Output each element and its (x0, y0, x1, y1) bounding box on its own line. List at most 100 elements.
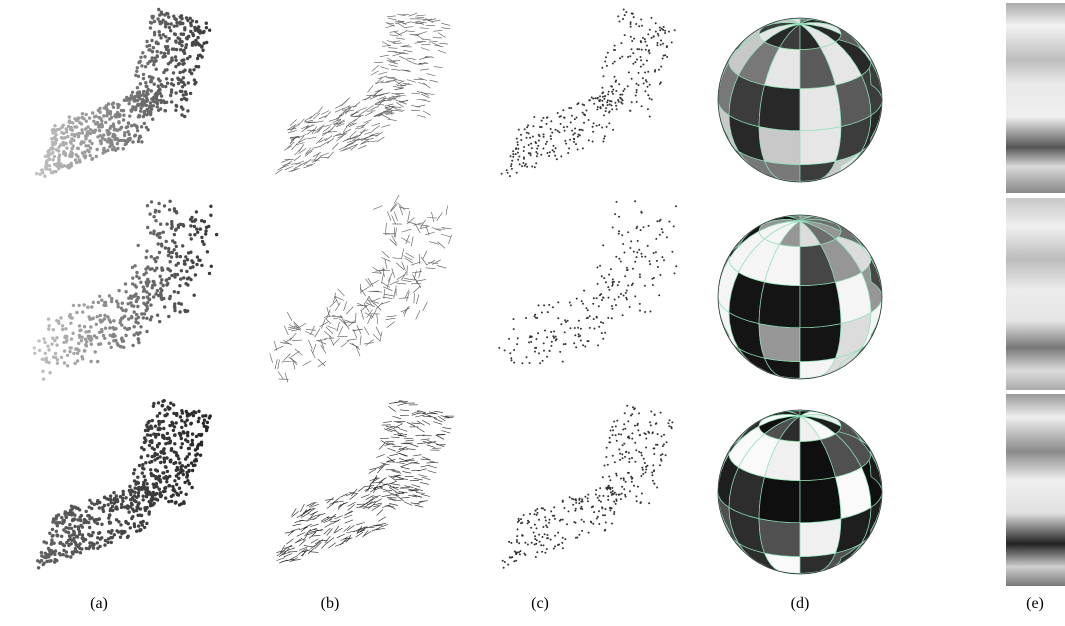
point (68, 115, 71, 118)
point (70, 337, 73, 340)
point (109, 494, 112, 497)
point (82, 141, 85, 144)
point (628, 437, 630, 439)
point (523, 157, 525, 159)
point (536, 527, 538, 529)
point (595, 494, 597, 496)
point (146, 204, 149, 207)
point (641, 256, 643, 258)
point (173, 290, 176, 293)
point (107, 516, 110, 519)
point (139, 281, 142, 284)
point (140, 64, 143, 67)
normal (396, 102, 404, 107)
point (535, 543, 537, 545)
point (67, 512, 70, 515)
point (135, 509, 138, 512)
point (635, 449, 637, 451)
normal (425, 18, 433, 23)
point (543, 133, 545, 135)
point (156, 314, 159, 317)
normal (391, 69, 400, 70)
point (583, 521, 585, 523)
point (59, 316, 62, 319)
strip (1006, 198, 1065, 390)
normal (310, 113, 317, 119)
normal (285, 373, 288, 383)
point (174, 59, 177, 62)
point (582, 344, 584, 346)
point (164, 85, 167, 88)
point (660, 44, 662, 46)
point (553, 515, 555, 517)
normal (387, 316, 397, 317)
normal (396, 283, 406, 284)
point (182, 502, 185, 505)
point (560, 519, 562, 521)
point (649, 116, 651, 118)
point (199, 454, 202, 457)
point (47, 152, 50, 155)
normal (406, 235, 410, 244)
point (180, 90, 183, 93)
point (597, 516, 599, 518)
point (128, 114, 131, 117)
strip (1006, 3, 1065, 193)
normal (278, 360, 280, 370)
normal (373, 126, 380, 131)
point (577, 136, 579, 138)
point (141, 463, 144, 466)
point (638, 451, 640, 453)
point (182, 33, 185, 36)
point (117, 305, 120, 308)
normal (308, 548, 315, 554)
normal (297, 323, 306, 328)
point (601, 127, 603, 129)
normal (410, 480, 419, 481)
normal (408, 211, 410, 221)
point (606, 101, 608, 103)
point (158, 455, 161, 458)
normal (427, 218, 437, 219)
point (606, 65, 608, 67)
point (621, 56, 623, 58)
point (607, 317, 609, 319)
point (185, 93, 188, 96)
normal (418, 475, 427, 478)
point (179, 78, 182, 81)
point (584, 114, 586, 116)
normal (374, 62, 383, 63)
point (78, 324, 81, 327)
point (63, 361, 66, 364)
point (605, 56, 607, 58)
normal (433, 422, 442, 425)
point (88, 541, 91, 544)
point (178, 310, 181, 313)
point (617, 284, 619, 286)
point (197, 410, 200, 413)
point (190, 72, 193, 75)
point (652, 464, 654, 466)
point (46, 345, 49, 348)
point (601, 275, 603, 277)
point (511, 163, 513, 165)
point (167, 15, 170, 18)
point (155, 97, 158, 100)
normal (286, 539, 293, 544)
point (79, 329, 82, 332)
point (610, 85, 612, 87)
point (655, 423, 657, 425)
point (61, 328, 64, 331)
point (191, 261, 194, 264)
point (607, 499, 609, 501)
point (98, 517, 101, 520)
point (153, 257, 156, 260)
point (568, 107, 570, 109)
point (47, 348, 50, 351)
point (60, 136, 63, 139)
normal (371, 298, 380, 302)
point (54, 352, 57, 355)
point (648, 502, 650, 504)
point (126, 507, 129, 510)
point (168, 424, 171, 427)
